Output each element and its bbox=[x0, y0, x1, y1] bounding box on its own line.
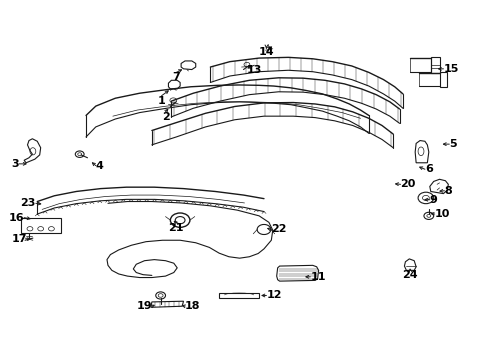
Text: 4: 4 bbox=[96, 161, 103, 171]
Text: 5: 5 bbox=[448, 139, 456, 149]
Text: 9: 9 bbox=[429, 195, 437, 205]
Text: 1: 1 bbox=[158, 96, 165, 106]
Text: 22: 22 bbox=[271, 225, 286, 234]
Text: 3: 3 bbox=[12, 159, 19, 169]
Text: 24: 24 bbox=[402, 270, 417, 280]
Bar bbox=[439, 72, 447, 87]
Text: 11: 11 bbox=[310, 272, 325, 282]
Text: 16: 16 bbox=[8, 213, 24, 222]
Text: 12: 12 bbox=[266, 291, 282, 301]
Text: 6: 6 bbox=[424, 164, 432, 174]
Text: 2: 2 bbox=[162, 112, 169, 122]
Text: 10: 10 bbox=[434, 209, 449, 219]
Bar bbox=[21, 218, 61, 233]
Bar bbox=[430, 57, 439, 73]
Text: 17: 17 bbox=[12, 234, 27, 244]
Text: 18: 18 bbox=[184, 301, 200, 311]
Text: 13: 13 bbox=[246, 65, 262, 75]
Text: 23: 23 bbox=[20, 198, 36, 208]
Text: 7: 7 bbox=[172, 72, 180, 82]
Text: 19: 19 bbox=[136, 301, 152, 311]
Text: 8: 8 bbox=[444, 186, 451, 196]
Text: 14: 14 bbox=[258, 47, 274, 57]
Text: 20: 20 bbox=[400, 179, 415, 189]
Text: 15: 15 bbox=[443, 64, 458, 74]
Text: 21: 21 bbox=[168, 223, 183, 233]
